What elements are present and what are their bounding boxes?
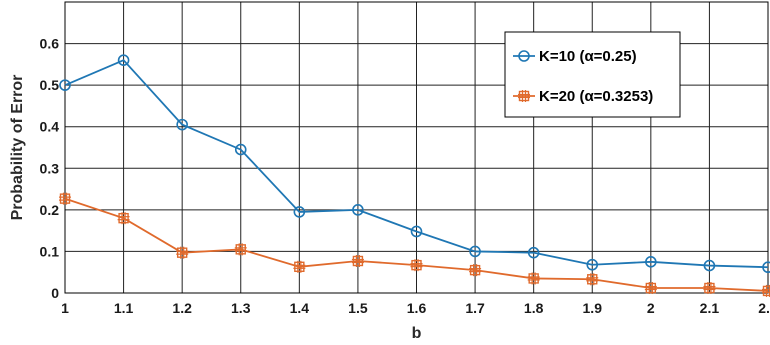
- y-axis-label: Probability of Error: [9, 75, 26, 221]
- series-1: [59, 54, 770, 274]
- x-axis-label: b: [412, 325, 422, 342]
- data-point: [527, 272, 540, 285]
- x-tick-label: 1.3: [231, 300, 251, 316]
- data-point: [645, 256, 657, 268]
- x-tick-label: 1.1: [114, 300, 134, 316]
- data-point: [644, 282, 657, 295]
- data-point: [176, 246, 189, 259]
- series-layer: [59, 54, 770, 297]
- legend-item: K=20 (α=0.3253): [513, 88, 653, 105]
- data-point: [176, 118, 188, 131]
- data-point: [59, 192, 71, 205]
- y-tick-label: 0.6: [40, 36, 60, 52]
- data-point: [469, 245, 481, 258]
- legend-label: K=20 (α=0.3253): [539, 88, 653, 105]
- y-tick-label: 0.1: [40, 243, 60, 259]
- legend: K=10 (α=0.25) K=20 (α=0.3253): [504, 31, 681, 118]
- data-point: [586, 273, 599, 286]
- data-point: [293, 260, 306, 273]
- data-point: [703, 259, 716, 272]
- x-tick-label: 2: [647, 300, 655, 316]
- data-point: [234, 143, 247, 156]
- x-tick-label: 1.7: [465, 300, 485, 316]
- series-line: [64, 197, 769, 292]
- data-point: [410, 259, 423, 272]
- data-point: [527, 246, 540, 259]
- x-tick-label: 1.9: [583, 300, 603, 316]
- x-tick-label: 2.2: [758, 300, 770, 316]
- tick-labels: 1 1.1 1.2 1.3 1.4 1.5 1.6 1.7 1.8 1.9 2 2.1 2.2 0 0.1 0…: [40, 36, 770, 316]
- data-point: [469, 264, 482, 277]
- x-tick-label: 1.6: [407, 300, 427, 316]
- data-point: [59, 79, 71, 91]
- y-tick-label: 0: [51, 285, 59, 301]
- legend-item: K=10 (α=0.25): [513, 48, 637, 65]
- x-tick-label: 1: [61, 300, 69, 316]
- x-tick-label: 2.1: [700, 300, 720, 316]
- data-point: [352, 204, 364, 216]
- series-line: [64, 59, 769, 269]
- legend-label: K=10 (α=0.25): [539, 48, 637, 65]
- data-point: [518, 90, 530, 102]
- x-tick-label: 1.5: [348, 300, 368, 316]
- y-tick-label: 0.2: [40, 202, 60, 218]
- y-tick-label: 0.5: [40, 77, 60, 93]
- legend-box: [504, 31, 681, 118]
- data-point: [117, 54, 130, 67]
- data-point: [293, 206, 306, 218]
- data-point: [351, 254, 364, 267]
- data-point: [410, 225, 423, 238]
- x-tick-label: 1.2: [172, 300, 192, 316]
- x-tick-label: 1.4: [290, 300, 310, 316]
- plot-frame: [64, 1, 769, 294]
- y-tick-label: 0.3: [40, 160, 60, 176]
- x-tick-label: 1.8: [524, 300, 544, 316]
- series-2: [59, 192, 770, 297]
- data-point: [117, 212, 130, 225]
- data-point: [234, 243, 247, 256]
- y-tick-label: 0.4: [40, 119, 60, 135]
- data-point: [518, 50, 530, 62]
- data-point: [586, 258, 599, 271]
- data-point: [703, 282, 716, 295]
- data-point: [762, 261, 770, 274]
